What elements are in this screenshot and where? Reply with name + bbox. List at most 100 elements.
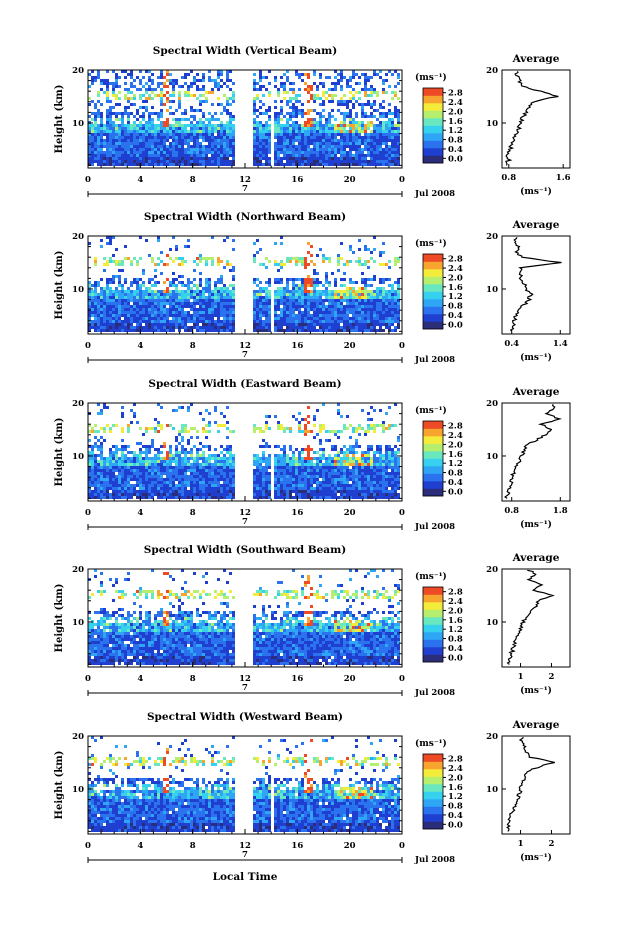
heatmap-cell	[133, 460, 136, 463]
heatmap-cell	[349, 139, 352, 142]
heatmap-cell	[265, 257, 268, 260]
heatmap-cell	[226, 445, 229, 448]
heatmap-cell	[343, 103, 346, 106]
heatmap-cell	[208, 257, 211, 260]
heatmap-cell	[325, 97, 328, 100]
heatmap-cell	[136, 463, 139, 466]
heatmap-cell	[97, 412, 100, 415]
heatmap-cell	[217, 311, 220, 314]
heatmap-cell	[358, 308, 361, 311]
heatmap-cell	[382, 317, 385, 320]
heatmap-cell	[364, 323, 367, 326]
heatmap-cell	[373, 139, 376, 142]
heatmap-cell	[358, 124, 361, 127]
heatmap-cell	[175, 314, 178, 317]
heatmap-cell	[163, 460, 166, 463]
heatmap-cell	[253, 112, 256, 115]
heatmap-cell	[223, 284, 226, 287]
heatmap-cell	[394, 139, 397, 142]
heatmap-cell	[112, 142, 115, 145]
heatmap-cell	[142, 124, 145, 127]
heatmap-cell	[379, 254, 382, 257]
heatmap-cell	[358, 145, 361, 148]
heatmap-cell	[304, 151, 307, 154]
heatmap-cell	[187, 466, 190, 469]
heatmap-cell	[181, 493, 184, 496]
heatmap-cell	[142, 493, 145, 496]
heatmap-cell	[118, 284, 121, 287]
heatmap-cell	[325, 308, 328, 311]
heatmap-cell	[259, 154, 262, 157]
heatmap-cell	[268, 91, 271, 94]
heatmap-cell	[187, 130, 190, 133]
heatmap-cell	[253, 311, 256, 314]
heatmap-cell	[280, 308, 283, 311]
heatmap-cell	[190, 115, 193, 118]
heatmap-cell	[91, 448, 94, 451]
heatmap-cell	[217, 478, 220, 481]
heatmap-cell	[178, 323, 181, 326]
heatmap-cell	[118, 323, 121, 326]
heatmap-cell	[259, 100, 262, 103]
heatmap-cell	[283, 73, 286, 76]
heatmap-cell	[214, 484, 217, 487]
heatmap-cell	[226, 130, 229, 133]
heatmap-cell	[142, 478, 145, 481]
heatmap-cell	[136, 299, 139, 302]
heatmap-cell	[229, 296, 232, 299]
heatmap-cell	[253, 493, 256, 496]
heatmap-cell	[88, 281, 91, 284]
heatmap-cell	[127, 139, 130, 142]
heatmap-cell	[121, 115, 124, 118]
heatmap-cell	[145, 484, 148, 487]
heatmap-cell	[391, 290, 394, 293]
heatmap-cell	[274, 130, 277, 133]
heatmap-cell	[145, 308, 148, 311]
heatmap-cell	[364, 112, 367, 115]
heatmap-cell	[274, 242, 277, 245]
heatmap-cell	[142, 326, 145, 329]
heatmap-cell	[157, 94, 160, 97]
heatmap-cell	[217, 326, 220, 329]
heatmap-cell	[127, 308, 130, 311]
heatmap-cell	[121, 139, 124, 142]
heatmap-cell	[226, 478, 229, 481]
heatmap-cell	[253, 278, 256, 281]
heatmap-cell	[232, 266, 235, 269]
heatmap-cell	[118, 281, 121, 284]
heatmap-cell	[322, 82, 325, 85]
heatmap-cell	[331, 133, 334, 136]
heatmap-cell	[121, 70, 124, 73]
heatmap-cell	[169, 127, 172, 130]
heatmap-cell	[319, 326, 322, 329]
heatmap-cell	[106, 133, 109, 136]
heatmap-cell	[304, 329, 307, 332]
heatmap-cell	[220, 484, 223, 487]
heatmap-cell	[199, 88, 202, 91]
heatmap-cell	[193, 487, 196, 490]
heatmap-cell	[94, 106, 97, 109]
heatmap-cell	[346, 139, 349, 142]
heatmap-cell	[115, 79, 118, 82]
heatmap-cell	[181, 257, 184, 260]
heatmap-cell	[208, 481, 211, 484]
heatmap-cell	[106, 148, 109, 151]
heatmap-cell	[280, 145, 283, 148]
heatmap-cell	[217, 133, 220, 136]
heatmap-cell	[376, 73, 379, 76]
heatmap-cell	[232, 130, 235, 133]
heatmap-cell	[94, 139, 97, 142]
heatmap-cell	[100, 409, 103, 412]
heatmap-cell	[352, 293, 355, 296]
heatmap-cell	[151, 97, 154, 100]
heatmap-cell	[121, 311, 124, 314]
heatmap-cell	[196, 157, 199, 160]
heatmap-cell	[358, 305, 361, 308]
heatmap-cell	[157, 130, 160, 133]
heatmap-cell	[217, 257, 220, 260]
heatmap-cell	[343, 263, 346, 266]
heatmap-cell	[121, 284, 124, 287]
heatmap-cell	[355, 302, 358, 305]
heatmap-cell	[97, 157, 100, 160]
heatmap-cell	[178, 451, 181, 454]
